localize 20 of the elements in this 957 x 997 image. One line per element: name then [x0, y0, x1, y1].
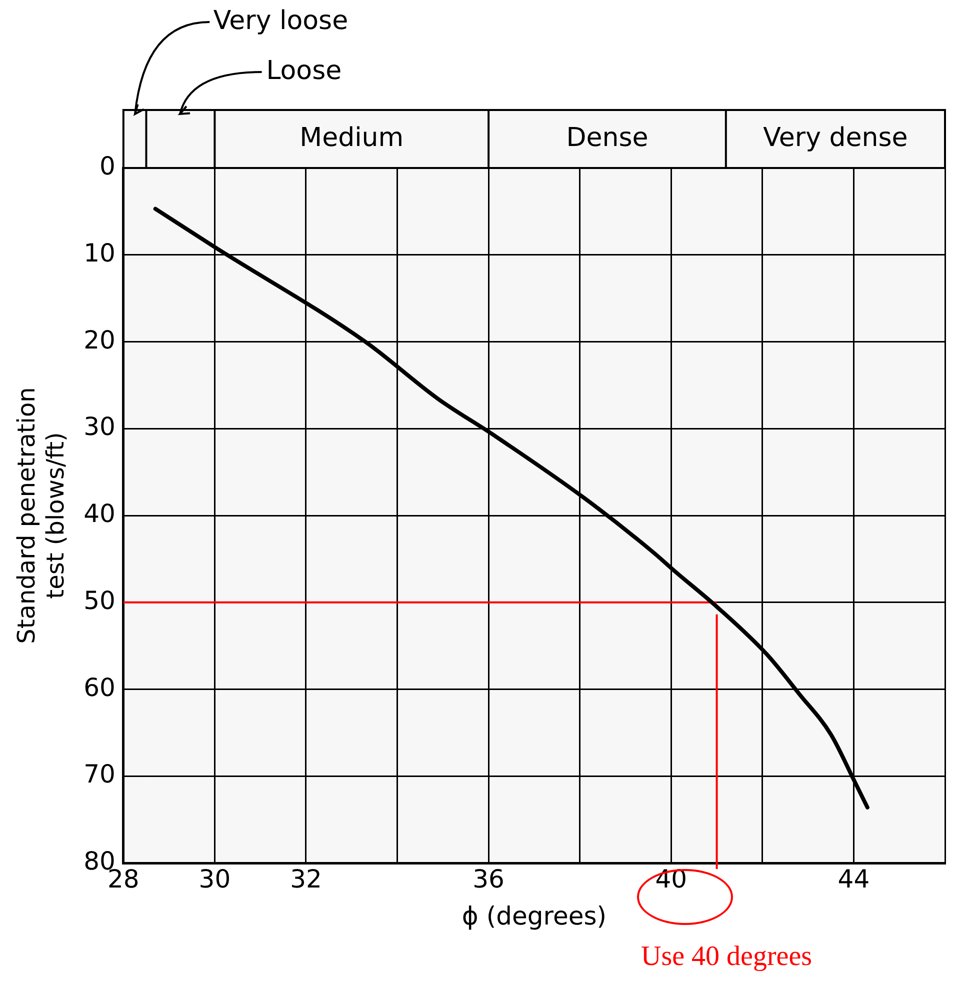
band-label: Very dense — [763, 122, 908, 153]
band-label: Very loose — [213, 6, 348, 36]
band-label: Dense — [566, 122, 648, 153]
y-tick-label: 0 — [100, 152, 116, 180]
x-axis-title: ϕ (degrees) — [462, 902, 607, 930]
x-tick-label: 30 — [198, 864, 231, 894]
text: Use 40 degrees — [641, 941, 812, 973]
band-label: Loose — [266, 56, 342, 86]
x-tick-label: 32 — [290, 864, 322, 894]
band-label: Medium — [300, 122, 404, 153]
y-tick-label: 40 — [84, 499, 116, 528]
x-tick-label: 36 — [472, 864, 504, 894]
y-tick-label: 70 — [84, 760, 116, 789]
y-tick-label: 50 — [84, 586, 116, 615]
x-tick-label: 44 — [838, 864, 870, 894]
y-tick-label: 60 — [84, 672, 116, 702]
y-tick-label: 30 — [84, 412, 116, 442]
y-tick-label: 10 — [84, 238, 116, 268]
y-axis-title: Standard penetration test (blows/ft) — [12, 387, 70, 644]
y-tick-label: 20 — [84, 325, 116, 354]
